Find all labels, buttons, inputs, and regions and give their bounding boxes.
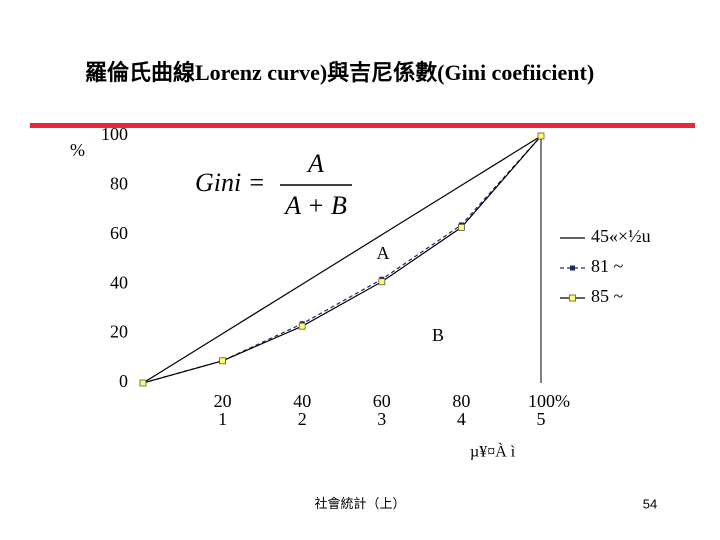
x-index-label: 3 <box>377 409 386 429</box>
y-tick-label: 60 <box>110 223 128 243</box>
formula-numerator: A <box>306 149 324 178</box>
point-marker <box>298 322 306 330</box>
x-tick-label: 20 <box>214 391 232 411</box>
series-line <box>142 135 542 384</box>
point-marker <box>537 132 545 140</box>
x-index-label: 1 <box>218 409 227 429</box>
y-tick-label: 40 <box>110 272 128 292</box>
formula-denominator: A + B <box>283 191 347 220</box>
legend-marker <box>570 265 575 271</box>
page-number: 54 <box>643 496 657 511</box>
y-tick-label: 0 <box>119 371 128 391</box>
area-label: A <box>377 243 390 263</box>
point-marker <box>139 379 147 387</box>
footer-source: 社會統計（上） <box>314 496 405 511</box>
formula-lhs: Gini = <box>195 168 265 197</box>
x-axis-label: µ¥¤À ì <box>470 442 516 461</box>
x-index-label: 4 <box>457 409 466 429</box>
legend-label: 85 ~ <box>591 286 624 306</box>
y-unit: % <box>70 140 85 160</box>
x-tick-label: 100% <box>528 391 570 411</box>
area-label: B <box>432 325 444 345</box>
slide-title: 羅倫氏曲線Lorenz curve)與吉尼係數(Gini coefiicient… <box>85 60 594 85</box>
point-marker <box>457 223 465 231</box>
title-rule <box>30 123 695 128</box>
x-tick-label: 80 <box>452 391 470 411</box>
point-marker <box>219 357 227 365</box>
series-line <box>142 135 542 384</box>
x-index-label: 2 <box>298 409 307 429</box>
y-tick-label: 20 <box>110 322 128 342</box>
legend-label: 81 ~ <box>591 256 624 276</box>
x-index-label: 5 <box>537 409 546 429</box>
point-marker <box>378 278 386 286</box>
legend-marker <box>569 294 576 302</box>
y-tick-label: 100 <box>101 124 128 144</box>
x-tick-label: 40 <box>293 391 311 411</box>
legend-label: 45«×½u <box>591 226 651 246</box>
x-tick-label: 60 <box>373 391 391 411</box>
y-tick-label: 80 <box>110 174 128 194</box>
